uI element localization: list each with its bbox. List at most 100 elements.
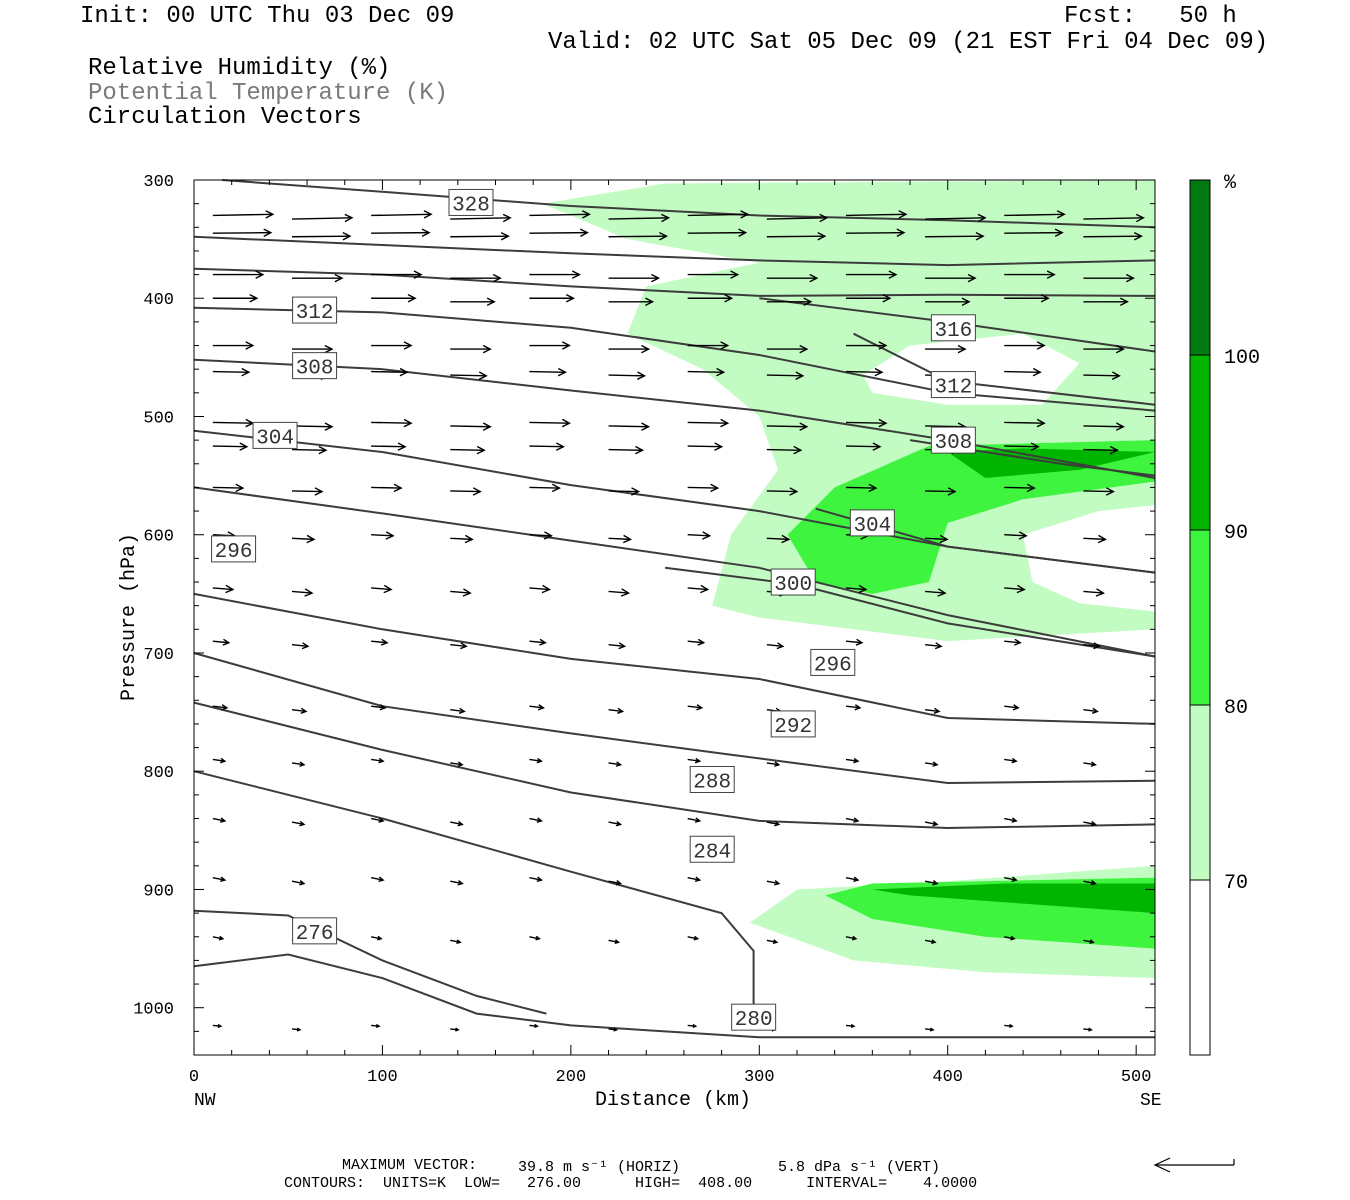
vector-45 xyxy=(925,297,971,307)
vector-141 xyxy=(925,642,943,650)
vector-162 xyxy=(687,757,702,764)
theta-label-7: 304 xyxy=(256,427,294,450)
vector-19 xyxy=(766,231,827,241)
vector-156 xyxy=(212,757,227,764)
vector-86 xyxy=(371,442,407,451)
vector-74 xyxy=(371,418,413,428)
vector-112 xyxy=(529,531,553,540)
vector-68 xyxy=(845,367,884,377)
vector-88 xyxy=(529,442,565,451)
theta-contours xyxy=(193,179,1156,1039)
y-tick-label-800: 800 xyxy=(143,764,174,783)
y-tick-label-400: 400 xyxy=(143,291,174,310)
x-tick-label-200: 200 xyxy=(556,1068,587,1087)
theta-contour-13 xyxy=(193,652,1156,785)
theta-label-14: 288 xyxy=(693,771,731,794)
vector-48 xyxy=(212,341,255,350)
vector-177 xyxy=(924,820,939,827)
vector-125 xyxy=(608,588,631,597)
vector-2 xyxy=(371,210,433,219)
y-axis: 300 400 500 600 700 800 900 1000 xyxy=(133,173,1155,1056)
theta-label-11: 300 xyxy=(774,574,812,597)
vector-100 xyxy=(529,483,561,493)
vector-105 xyxy=(925,487,957,496)
vector-135 xyxy=(450,642,468,650)
vector-153 xyxy=(925,707,941,714)
vector-96 xyxy=(212,483,245,493)
vector-46 xyxy=(1004,293,1050,303)
vector-52 xyxy=(529,341,571,350)
vector-191 xyxy=(1083,880,1097,886)
y-tick-label-500: 500 xyxy=(143,409,174,428)
vector-143 xyxy=(1083,642,1101,650)
vector-43 xyxy=(766,297,813,307)
vector-167 xyxy=(1083,761,1097,767)
vector-59 xyxy=(1083,344,1125,354)
vector-185 xyxy=(608,880,623,886)
vector-36 xyxy=(212,293,259,303)
theta-contour-0 xyxy=(222,179,1156,229)
vector-206 xyxy=(371,1023,381,1029)
theta-contour-10 xyxy=(193,486,1156,658)
legend-rh: Relative Humidity (%) xyxy=(88,55,391,82)
theta-contour-14 xyxy=(193,701,1156,830)
rh-80-region xyxy=(787,440,1155,594)
vector-71 xyxy=(1083,371,1121,380)
colorbar-band-70 xyxy=(1189,704,1211,881)
footer-max-horiz: 39.8 m s⁻¹ (HORIZ) xyxy=(518,1159,681,1176)
theta-label-4: 316 xyxy=(934,320,972,343)
vector-72 xyxy=(212,418,255,428)
theta-label-5: 308 xyxy=(296,358,334,381)
vector-117 xyxy=(925,534,949,544)
vector-126 xyxy=(687,584,710,594)
vector-22 xyxy=(1004,228,1064,237)
vector-77 xyxy=(608,422,651,431)
reference-vector-head xyxy=(1153,1157,1171,1173)
vector-188 xyxy=(845,876,860,883)
vector-173 xyxy=(608,820,623,827)
vector-82 xyxy=(1004,418,1046,428)
vector-35 xyxy=(1083,273,1135,283)
theta-label-box-4 xyxy=(930,314,976,342)
vector-83 xyxy=(1083,422,1125,431)
vector-172 xyxy=(529,817,543,823)
vector-149 xyxy=(608,707,625,714)
vector-39 xyxy=(450,297,496,307)
x-endpoint-right: SE xyxy=(1140,1091,1162,1111)
vector-144 xyxy=(212,704,229,711)
vector-176 xyxy=(845,817,860,823)
vector-91 xyxy=(766,445,803,455)
theta-contour-12 xyxy=(193,592,1156,725)
theta-label-0: 328 xyxy=(452,194,490,217)
vector-18 xyxy=(687,228,748,237)
theta-label-box-0 xyxy=(448,188,494,216)
vector-27 xyxy=(450,273,502,283)
theta-label-box-14 xyxy=(689,765,735,793)
vector-29 xyxy=(608,273,661,283)
vector-198 xyxy=(687,935,700,941)
theta-contour-labels: 328 312 316 308 312 304 308 304 296 300 296 292 288 2… xyxy=(211,188,976,1032)
vector-179 xyxy=(1083,820,1097,827)
theta-label-box-17 xyxy=(292,917,338,945)
vector-24 xyxy=(212,270,265,279)
footer-max-vector-label: MAXIMUM VECTOR: xyxy=(342,1157,478,1174)
vector-168 xyxy=(212,817,227,823)
vector-26 xyxy=(371,270,423,279)
vector-75 xyxy=(450,422,492,431)
rh-shading xyxy=(542,180,1155,979)
vector-6 xyxy=(687,210,750,219)
vector-53 xyxy=(608,344,651,354)
vector-13 xyxy=(291,231,352,241)
legend-vectors: Circulation Vectors xyxy=(88,104,362,131)
vector-128 xyxy=(845,584,868,594)
theta-contour-2 xyxy=(193,267,1156,297)
theta-label-box-7 xyxy=(252,421,298,449)
valid-time: Valid: 02 UTC Sat 05 Dec 09 (21 EST Fri … xyxy=(548,29,1269,56)
theta-label-17: 276 xyxy=(296,923,334,946)
vector-175 xyxy=(766,820,781,827)
vector-133 xyxy=(291,642,310,650)
x-tick-label-0: 0 xyxy=(189,1068,199,1087)
vector-208 xyxy=(529,1023,539,1029)
vector-199 xyxy=(766,939,779,945)
